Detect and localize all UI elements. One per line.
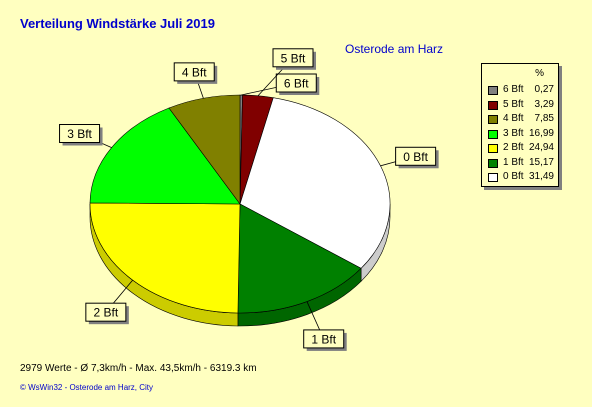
label-box	[395, 146, 437, 166]
label-box	[275, 73, 317, 93]
legend-value: 3,29	[534, 98, 554, 110]
legend-label: 5 Bft	[503, 98, 524, 110]
legend-item-4-bft: 4 Bft 7,85	[488, 113, 554, 125]
pie-slice-1-bft	[237, 203, 362, 314]
pie-slice-2-bft	[89, 202, 241, 314]
label-text: 1 Bft	[311, 332, 336, 346]
label-text: 4 Bft	[182, 65, 207, 79]
pie-slice-4-bft	[168, 94, 241, 205]
slice-label-5-bft: 5 Bft	[272, 48, 317, 70]
legend-swatch	[488, 158, 498, 168]
label-text: 2 Bft	[94, 306, 119, 320]
legend-swatch	[488, 100, 498, 110]
slice-label-0-bft: 0 Bft	[395, 146, 439, 169]
chart-title: Verteilung Windstärke Juli 2019	[20, 16, 215, 31]
slice-label-3-bft: 3 Bft	[59, 124, 103, 146]
legend-unit: %	[535, 68, 544, 79]
legend-value: 0,27	[534, 84, 554, 95]
legend-swatch	[488, 86, 498, 95]
legend-item-2-bft: 2 Bft 24,94	[488, 142, 554, 154]
legend-label: 1 Bft	[503, 156, 524, 168]
legend-swatch	[488, 129, 498, 139]
legend-swatch	[488, 173, 498, 182]
pie-slice-3-bft	[89, 107, 241, 205]
label-text: 3 Bft	[67, 127, 92, 141]
label-box	[303, 329, 345, 349]
legend-value: 31,49	[528, 171, 554, 182]
slice-label-6-bft: 6 Bft	[275, 73, 320, 96]
label-text: 6 Bft	[284, 77, 309, 91]
location-label: Osterode am Harz	[345, 42, 444, 56]
legend-label: 3 Bft	[503, 127, 524, 139]
legend-label: 0 Bft	[503, 171, 524, 182]
legend-label: 6 Bft	[503, 84, 524, 95]
footer-stats: 2979 Werte - Ø 7,3km/h - Max. 43,5km/h -…	[20, 363, 257, 374]
legend-label: 4 Bft	[503, 113, 524, 124]
label-box	[173, 62, 215, 82]
slice-label-4-bft: 4 Bft	[173, 62, 218, 84]
legend-swatch	[488, 144, 498, 153]
copyright: © WsWin32 - Osterode am Harz, City	[20, 383, 154, 392]
legend-value: 16,99	[528, 127, 554, 139]
label-box	[85, 302, 127, 322]
legend-item-6-bft: 6 Bft 0,27	[488, 84, 554, 96]
legend-item-0-bft: 0 Bft 31,49	[488, 171, 554, 183]
label-text: 5 Bft	[281, 51, 306, 65]
legend-item-5-bft: 5 Bft 3,29	[488, 99, 554, 111]
label-box	[59, 124, 101, 144]
legend-label: 2 Bft	[503, 142, 524, 153]
pie-slice-0-bft	[239, 97, 391, 269]
legend: % 6 Bft 0,27 5 Bft 3,29 4 Bft 7,85 3 Bft 16,99 2…	[481, 63, 559, 187]
legend-swatch	[488, 115, 498, 124]
slice-label-2-bft: 2 Bft	[85, 302, 129, 325]
label-box	[272, 48, 314, 68]
legend-item-3-bft: 3 Bft 16,99	[488, 128, 554, 140]
label-text: 0 Bft	[403, 150, 428, 164]
legend-value: 24,94	[528, 142, 554, 153]
legend-item-1-bft: 1 Bft 15,17	[488, 157, 554, 169]
legend-value: 15,17	[528, 156, 554, 168]
legend-value: 7,85	[534, 113, 554, 124]
slice-label-1-bft: 1 Bft	[303, 329, 347, 351]
